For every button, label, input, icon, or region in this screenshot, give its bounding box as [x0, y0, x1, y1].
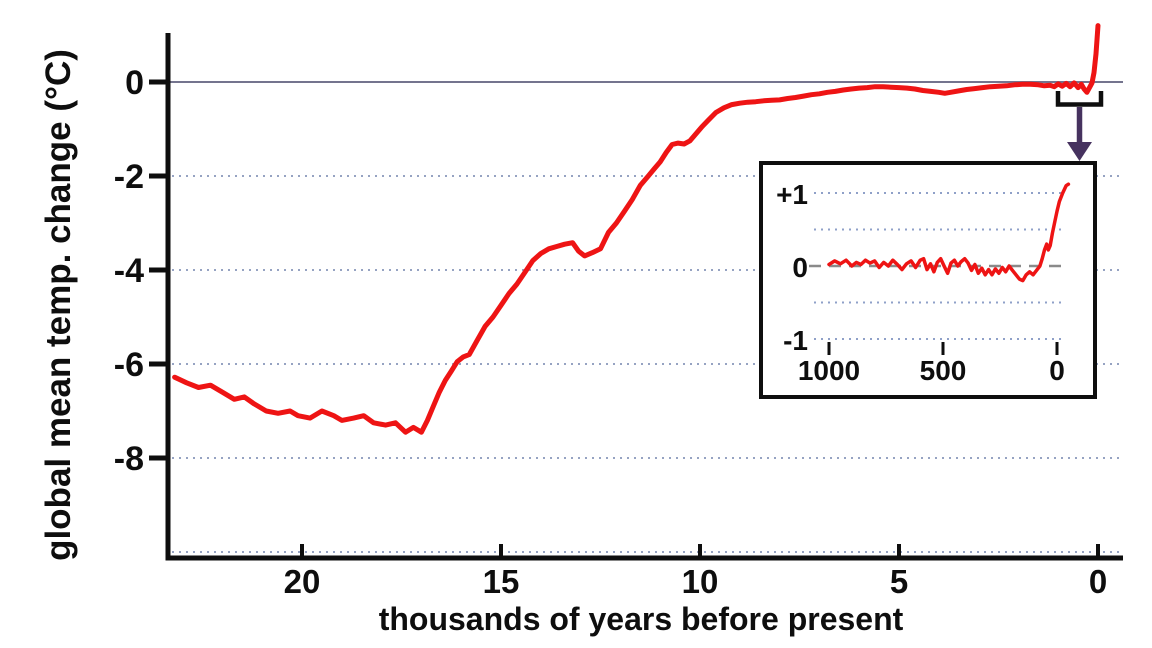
inset-y-tick-label: +1: [776, 179, 808, 210]
x-tick-label: 0: [1089, 563, 1107, 600]
inset-y-tick-label: -1: [783, 325, 808, 356]
x-tick-label: 10: [682, 563, 719, 600]
x-tick-label: 5: [890, 563, 908, 600]
x-axis-title: thousands of years before present: [379, 601, 904, 637]
temperature-series-line: [172, 23, 1101, 435]
inset-arrow-icon: [1067, 142, 1092, 161]
y-tick-label: -6: [114, 346, 144, 384]
inset-x-tick-label: 0: [1049, 355, 1065, 386]
inset-x-tick-label: 1000: [798, 355, 860, 386]
inset-box: [759, 161, 1097, 399]
y-tick-label: 0: [125, 64, 144, 102]
y-tick-label: -4: [114, 252, 144, 290]
inset-x-tick-label: 500: [920, 355, 967, 386]
x-tick-label: 20: [284, 563, 321, 600]
x-tick-label: 15: [483, 563, 520, 600]
zoom-region-bracket: [1055, 91, 1104, 107]
y-tick-label: -8: [114, 440, 144, 478]
y-axis-title: global mean temp. change (°C): [39, 49, 78, 561]
y-tick-label: -2: [114, 158, 144, 196]
inset-y-tick-label: 0: [792, 252, 808, 283]
inset-series-line: [827, 182, 1071, 283]
